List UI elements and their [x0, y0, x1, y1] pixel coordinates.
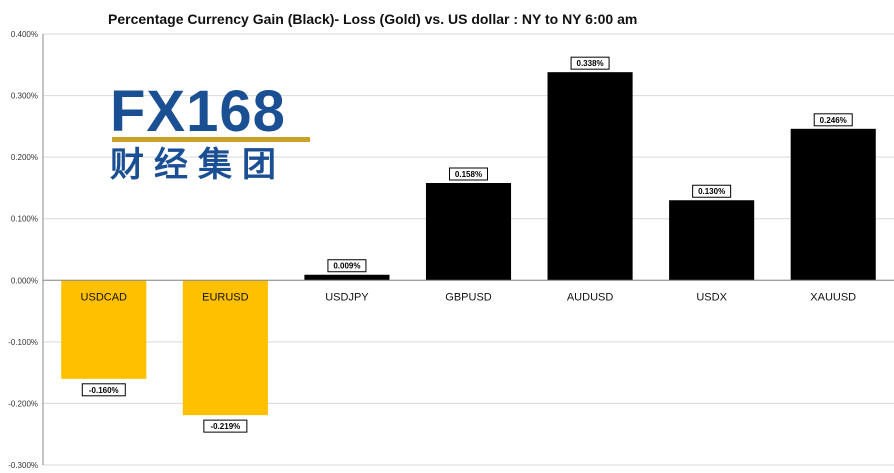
data-label-text: -0.160%: [89, 386, 119, 395]
category-label: XAUUSD: [810, 291, 856, 303]
data-label: -0.160%: [81, 383, 126, 397]
chart-title: Percentage Currency Gain (Black)- Loss (…: [108, 11, 637, 27]
category-label: GBPUSD: [445, 291, 492, 303]
bar-usdjpy: [304, 274, 390, 281]
data-label-text: -0.219%: [210, 422, 240, 431]
data-label-box: [449, 167, 488, 181]
data-label-text: 0.009%: [333, 262, 360, 271]
bar-usdx: [669, 200, 755, 281]
data-label-text: 0.338%: [577, 59, 604, 68]
data-label-text: 0.246%: [820, 116, 847, 125]
bar-xauusd: [790, 128, 876, 281]
y-tick-label: 0.100%: [11, 215, 38, 224]
data-label-text: 0.158%: [455, 170, 482, 179]
logo-chinese-text: 财经集团: [110, 145, 286, 185]
data-label-text: 0.130%: [698, 187, 725, 196]
y-tick-label: 0.200%: [11, 153, 38, 162]
logo-underline: [112, 137, 310, 142]
data-label-box: [813, 113, 853, 127]
logo-latin-text: FX168: [110, 79, 286, 144]
y-axis-tick-labels: 0.400% 0.300% 0.200% 0.100% 0.000% -0.100% -0.…: [8, 30, 38, 470]
data-label: 0.009%: [327, 259, 367, 273]
data-label: 0.338%: [570, 56, 610, 70]
y-tick-label: 0.000%: [11, 276, 38, 285]
category-label: EURUSD: [202, 291, 249, 303]
data-label-box: [570, 56, 610, 70]
bars: [61, 72, 876, 416]
bar-audusd: [547, 72, 633, 281]
category-label: USDX: [696, 291, 727, 303]
y-tick-label: -0.300%: [8, 461, 38, 470]
data-label: 0.246%: [813, 113, 853, 127]
data-label-box: [81, 383, 126, 397]
category-label: USDCAD: [81, 291, 128, 303]
data-labels: -0.160% -0.219% 0.009% 0.158% 0.338% 0.130% 0.…: [81, 56, 853, 433]
y-tick-label: 0.400%: [11, 30, 38, 39]
y-tick-label: -0.100%: [8, 338, 38, 347]
category-label: USDJPY: [325, 291, 369, 303]
data-label-box: [692, 184, 732, 198]
fx168-logo: FX168 财经集团: [110, 79, 310, 185]
y-tick-label: -0.200%: [8, 399, 38, 408]
category-label: AUDUSD: [567, 291, 614, 303]
data-label-box: [203, 419, 248, 433]
bar-eurusd: [182, 280, 268, 416]
bar-gbpusd: [425, 183, 512, 281]
data-label: 0.158%: [449, 167, 488, 181]
category-labels: USDCAD EURUSD USDJPY GBPUSD AUDUSD USDX XAUUSD: [81, 291, 857, 303]
y-tick-label: 0.300%: [11, 92, 38, 101]
data-label: 0.130%: [692, 184, 732, 198]
data-label: -0.219%: [203, 419, 248, 433]
bar-usdcad: [61, 280, 147, 379]
data-label-box: [327, 259, 367, 273]
